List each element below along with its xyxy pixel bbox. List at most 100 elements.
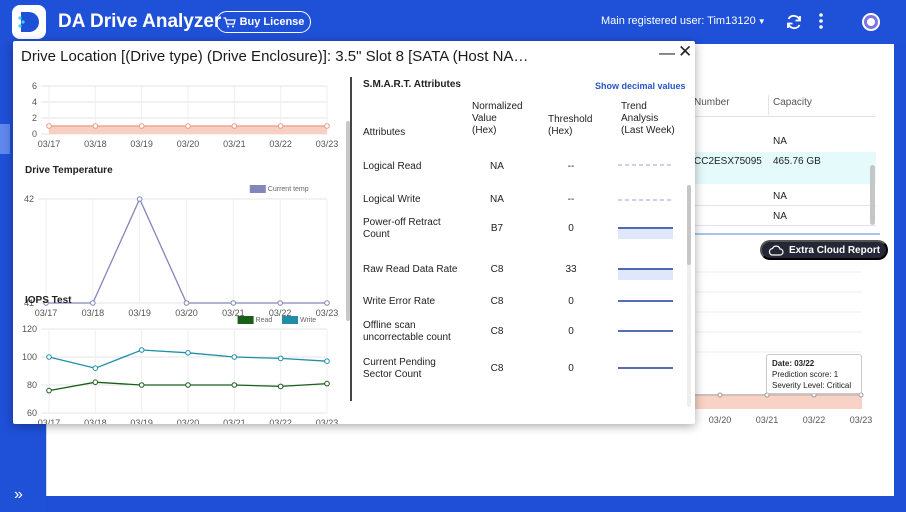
data-point: [231, 354, 238, 360]
data-point: [324, 300, 330, 306]
app-logo: [12, 5, 46, 39]
table-scrollbar[interactable]: [870, 165, 875, 225]
x-tick-label: 03/22: [269, 418, 292, 424]
attribute-name-line: Raw Read Data Rate: [363, 264, 458, 275]
header-line: (Hex): [472, 125, 497, 136]
x-tick-label: 03/17: [35, 308, 58, 318]
attribute-name-line: Write Error Rate: [363, 296, 436, 307]
caret-down-icon: ▼: [757, 17, 766, 26]
data-point: [90, 300, 96, 306]
legend-swatch: [249, 185, 266, 193]
table-divider: [690, 225, 876, 226]
data-point: [277, 383, 284, 390]
trend-sparkline: [618, 164, 673, 166]
attribute-value: NA: [490, 194, 504, 205]
charts-panel: 0 2 4 6 03/17 03/18 03/19 03/20 03/21 03/22 03/23 …: [13, 77, 351, 424]
data-point: [231, 123, 238, 129]
table-cell-capacity: NA: [773, 191, 787, 202]
x-tick-label: 03/22: [269, 139, 292, 149]
expand-sidebar-icon[interactable]: »: [14, 486, 23, 503]
header-line: Threshold: [548, 114, 593, 125]
refresh-icon[interactable]: [785, 13, 803, 31]
trend-fill: [618, 227, 673, 239]
attribute-name: Current Pending Sector Count: [363, 357, 436, 381]
x-tick-label: 03/17: [38, 139, 61, 149]
attribute-value: NA: [490, 161, 504, 172]
buy-license-label: Buy License: [239, 16, 305, 28]
attribute-name-line: Logical Write: [363, 194, 421, 205]
registered-user-dropdown[interactable]: Main registered user: Tim13120 ▼: [601, 15, 766, 27]
table-cell-capacity: NA: [773, 211, 787, 222]
attribute-value: C8: [490, 296, 504, 307]
column-header-attributes: Attributes: [363, 127, 406, 138]
data-point: [185, 123, 191, 129]
table-divider: [690, 116, 876, 117]
y-tick-label: 80: [27, 380, 37, 390]
x-tick-label: 03/20: [175, 308, 198, 318]
attribute-name: Logical Write: [363, 194, 421, 206]
data-point: [324, 380, 330, 387]
legend-label: Current temp: [268, 186, 309, 193]
minimize-icon[interactable]: —: [659, 45, 675, 62]
chart-point: [717, 392, 723, 398]
legend-swatch: [237, 316, 254, 324]
data-point: [185, 350, 191, 356]
y-tick-label: 60: [27, 408, 37, 418]
tooltip-score: Prediction score: 1: [772, 370, 839, 379]
extra-cloud-report-button[interactable]: Extra Cloud Report: [760, 240, 888, 260]
trend-sparkline: [618, 367, 673, 369]
legend-label: Write: [300, 317, 316, 324]
data-point: [230, 300, 237, 306]
more-vertical-icon[interactable]: [815, 12, 827, 30]
x-tick-label: 03/18: [84, 418, 107, 424]
header-line: Value: [472, 113, 497, 124]
attribute-name: Offline scan uncorrectable count: [363, 320, 451, 344]
attribute-threshold: 0: [568, 363, 574, 374]
header-line: (Last Week): [621, 125, 675, 136]
table-divider: [690, 205, 876, 206]
extra-cloud-report-label: Extra Cloud Report: [788, 244, 881, 256]
smart-scrollbar[interactable]: [687, 185, 691, 265]
close-icon[interactable]: ✕: [678, 42, 693, 61]
y-tick-label: 100: [22, 352, 37, 362]
data-point: [46, 387, 52, 394]
charts-scrollbar[interactable]: [346, 121, 350, 321]
x-tick-label: 03/22: [803, 415, 826, 425]
column-header-number: Number: [694, 97, 730, 108]
trend-sparkline: [618, 330, 673, 332]
modal-title: Drive Location [(Drive type) (Drive Encl…: [21, 48, 529, 65]
attribute-threshold: 0: [568, 296, 574, 307]
data-point: [92, 365, 99, 372]
data-point: [277, 300, 283, 306]
column-header-capacity: Capacity: [773, 97, 812, 108]
legend-label: Read: [256, 317, 273, 324]
column-header-normalized: Normalized Value (Hex): [472, 101, 523, 137]
chart-title-temperature: Drive Temperature: [25, 165, 113, 176]
attribute-name-line: uncorrectable count: [363, 332, 451, 343]
y-tick-label: 42: [24, 194, 34, 204]
x-tick-label: 03/21: [222, 308, 245, 318]
buy-license-button[interactable]: Buy License: [216, 11, 311, 33]
data-point: [277, 123, 284, 129]
threshold-band: [49, 126, 327, 134]
show-decimal-link[interactable]: Show decimal values: [595, 81, 686, 91]
trend-sparkline: [618, 227, 673, 239]
attribute-name-line: Count: [363, 229, 390, 240]
data-point: [324, 123, 330, 129]
attribute-threshold: --: [567, 194, 575, 205]
attribute-name: Raw Read Data Rate: [363, 264, 458, 276]
attribute-threshold: --: [567, 161, 575, 172]
trend-sparkline: [618, 199, 673, 201]
data-point: [185, 382, 191, 388]
tooltip-severity: Severity Level: Critical: [772, 381, 852, 390]
table-cell-capacity: 465.76 GB: [773, 156, 821, 167]
data-point: [92, 379, 99, 385]
x-tick-label: 03/19: [130, 139, 153, 149]
panel-divider: [350, 77, 352, 401]
x-tick-label: 03/20: [709, 415, 732, 425]
column-header-trend: Trend Analysis (Last Week): [621, 101, 675, 137]
section-divider: [690, 233, 880, 235]
chart-title-iops: IOPS Test: [25, 295, 72, 306]
trend-sparkline: [618, 268, 673, 280]
profile-icon[interactable]: [862, 13, 880, 31]
